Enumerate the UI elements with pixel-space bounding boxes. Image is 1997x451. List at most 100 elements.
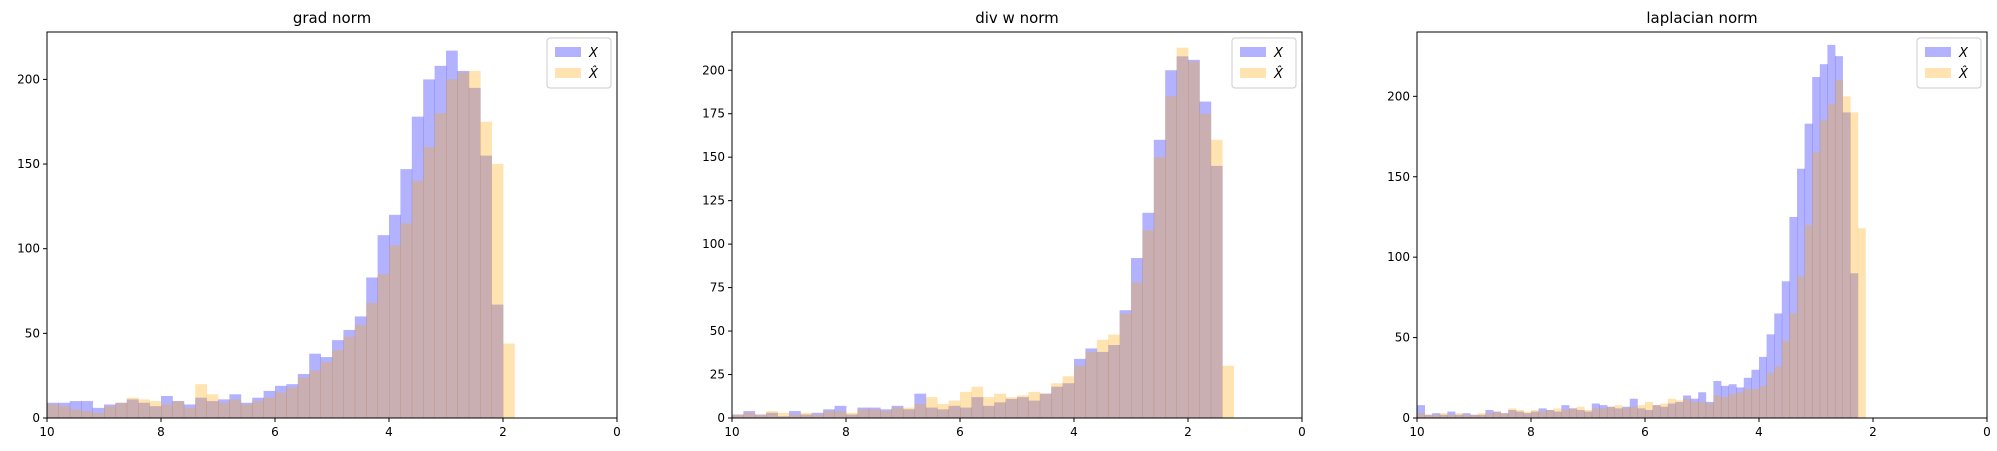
histogram-bar: [138, 399, 150, 418]
histogram-bar: [1455, 414, 1464, 418]
histogram-bar: [1096, 351, 1109, 418]
histogram-bar: [891, 407, 904, 418]
histogram-bar: [1424, 414, 1433, 418]
histogram-bar: [914, 393, 927, 418]
histogram-bar: [800, 414, 813, 418]
histogram-bar: [411, 116, 424, 419]
x-tick-label: 6: [271, 425, 279, 439]
histogram-bar: [1176, 56, 1189, 418]
histogram-bar: [161, 395, 173, 418]
histogram-bar: [1857, 228, 1866, 418]
histogram-bar: [354, 324, 367, 418]
histogram-bar: [994, 402, 1006, 418]
histogram-bar: [1062, 383, 1075, 418]
histogram-bar: [743, 411, 756, 418]
histogram-bar: [320, 357, 333, 418]
histogram-bar: [1759, 385, 1767, 418]
histogram-bar: [914, 404, 927, 418]
histogram-bar: [309, 370, 321, 418]
histogram-bar: [1683, 395, 1692, 418]
histogram-bar: [971, 397, 984, 418]
histogram-bar: [275, 392, 287, 418]
histogram-bar: [1713, 381, 1722, 418]
x-tick-label: 0: [1298, 425, 1306, 439]
histogram-bar: [47, 402, 59, 418]
histogram-bar: [263, 397, 276, 418]
histogram-bar: [1759, 356, 1767, 418]
y-tick-label: 200: [702, 63, 725, 77]
axes-frame: [46, 31, 618, 419]
histogram-bar: [1085, 351, 1098, 418]
histogram-bar: [1005, 397, 1018, 418]
y-tick-label: 100: [17, 242, 40, 256]
y-tick-label: 0: [32, 411, 40, 425]
histogram-bar: [1637, 408, 1646, 418]
histogram-bar: [423, 79, 435, 419]
histogram-bar: [1842, 112, 1851, 419]
histogram-bar: [1096, 339, 1109, 418]
histogram-bar: [1165, 96, 1177, 418]
histogram-bar: [846, 414, 858, 418]
histogram-bar: [332, 350, 344, 418]
histogram-bar: [1017, 395, 1029, 418]
histogram-bar: [1039, 393, 1052, 418]
histogram-bar: [823, 409, 835, 418]
histogram-bar: [960, 407, 972, 418]
x-tick-label: 4: [385, 425, 393, 439]
histogram-bar: [1675, 401, 1684, 418]
axes-frame: [731, 31, 1303, 419]
histogram-bar: [195, 384, 207, 418]
histogram-bar: [1074, 365, 1086, 418]
histogram-bar: [1698, 401, 1707, 418]
legend: X X̂: [1916, 37, 1982, 89]
histogram-bar: [1142, 212, 1155, 418]
histogram-bar: [1713, 395, 1722, 418]
histogram-bar: [1698, 392, 1707, 418]
histogram-bar: [868, 407, 881, 418]
histogram-bar: [1797, 276, 1806, 418]
histogram-bar: [1470, 414, 1479, 418]
histogram-bar: [1485, 413, 1494, 418]
histogram-bar: [1751, 389, 1760, 418]
histogram-bar: [480, 155, 492, 419]
series-x: [732, 56, 1223, 418]
histogram-bar: [1789, 313, 1798, 418]
histogram-bar: [1850, 273, 1859, 418]
legend: X X̂: [546, 37, 612, 89]
histogram-bar: [138, 402, 150, 418]
histogram-bar: [891, 405, 904, 418]
histogram-bar: [1188, 61, 1200, 418]
histogram-bar: [1720, 385, 1729, 418]
histogram-bar: [1751, 369, 1760, 418]
histogram-bar: [948, 405, 961, 418]
histogram-bar: [1424, 414, 1433, 418]
axes-frame: [1416, 31, 1988, 419]
histogram-bar: [766, 412, 778, 418]
histogram-bar: [1553, 408, 1562, 418]
histogram-bar: [1683, 398, 1692, 418]
legend-label: X: [1273, 46, 1284, 61]
histogram-bar: [1705, 403, 1714, 418]
x-tick-label: 8: [1527, 425, 1535, 439]
histogram-bar: [1827, 104, 1836, 418]
histogram-bar: [880, 411, 892, 418]
histogram-bar: [1606, 406, 1615, 418]
histogram-bar: [218, 402, 230, 418]
histogram-bar: [1675, 400, 1684, 418]
histogram-bar: [903, 409, 915, 418]
legend-box: [546, 37, 612, 89]
histogram-bar: [880, 409, 892, 418]
histogram-bar: [823, 411, 835, 418]
histogram-bar: [1210, 165, 1223, 418]
histogram-bar: [183, 407, 196, 418]
histogram-bar: [58, 406, 71, 418]
histogram-bar: [286, 384, 299, 418]
y-tick-label: 0: [1402, 411, 1410, 425]
histogram-bar: [1834, 56, 1843, 418]
histogram-bar: [1210, 139, 1223, 418]
histogram-bar: [126, 399, 139, 418]
series-x-hat: [732, 47, 1234, 419]
histogram-bar: [1561, 405, 1570, 418]
